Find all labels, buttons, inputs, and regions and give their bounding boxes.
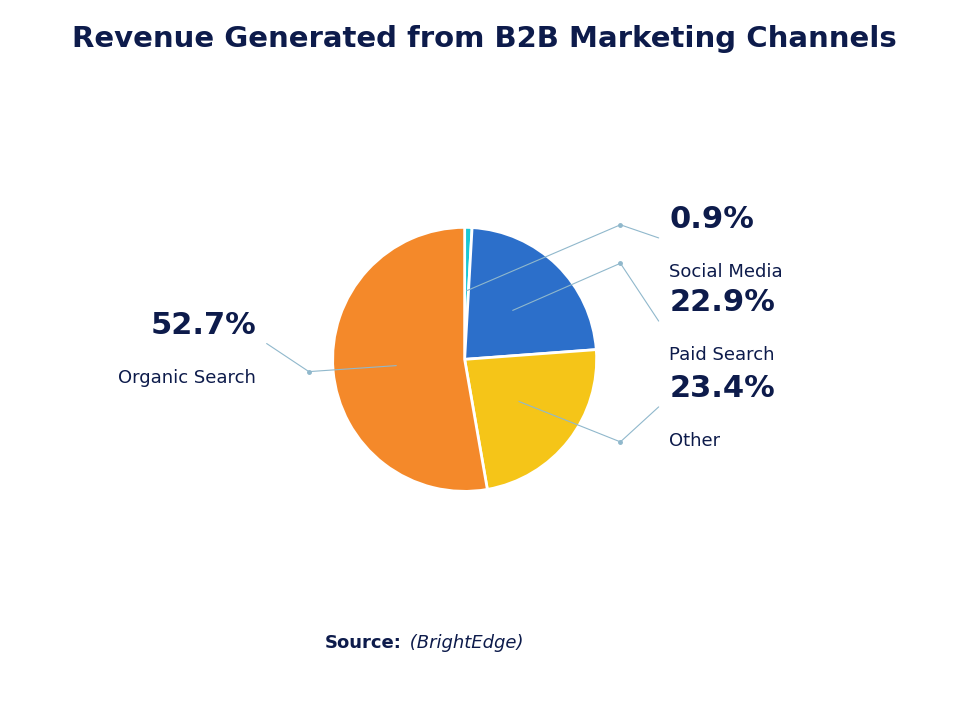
- Wedge shape: [465, 350, 596, 489]
- Wedge shape: [465, 227, 596, 359]
- Text: Social Media: Social Media: [669, 263, 783, 281]
- Text: Organic Search: Organic Search: [118, 369, 257, 387]
- Text: 0.9%: 0.9%: [669, 205, 754, 234]
- Text: Paid Search: Paid Search: [669, 346, 774, 364]
- Wedge shape: [333, 227, 487, 492]
- Text: 22.9%: 22.9%: [669, 288, 775, 317]
- Wedge shape: [465, 227, 472, 359]
- Text: Revenue Generated from B2B Marketing Channels: Revenue Generated from B2B Marketing Cha…: [72, 25, 896, 54]
- Text: Source:: Source:: [325, 634, 402, 651]
- Text: (BrightEdge): (BrightEdge): [404, 634, 523, 651]
- Text: 23.4%: 23.4%: [669, 374, 775, 403]
- Text: 52.7%: 52.7%: [150, 311, 257, 340]
- Text: Other: Other: [669, 432, 720, 450]
- Text: www.konstructdigital.com: www.konstructdigital.com: [126, 694, 414, 713]
